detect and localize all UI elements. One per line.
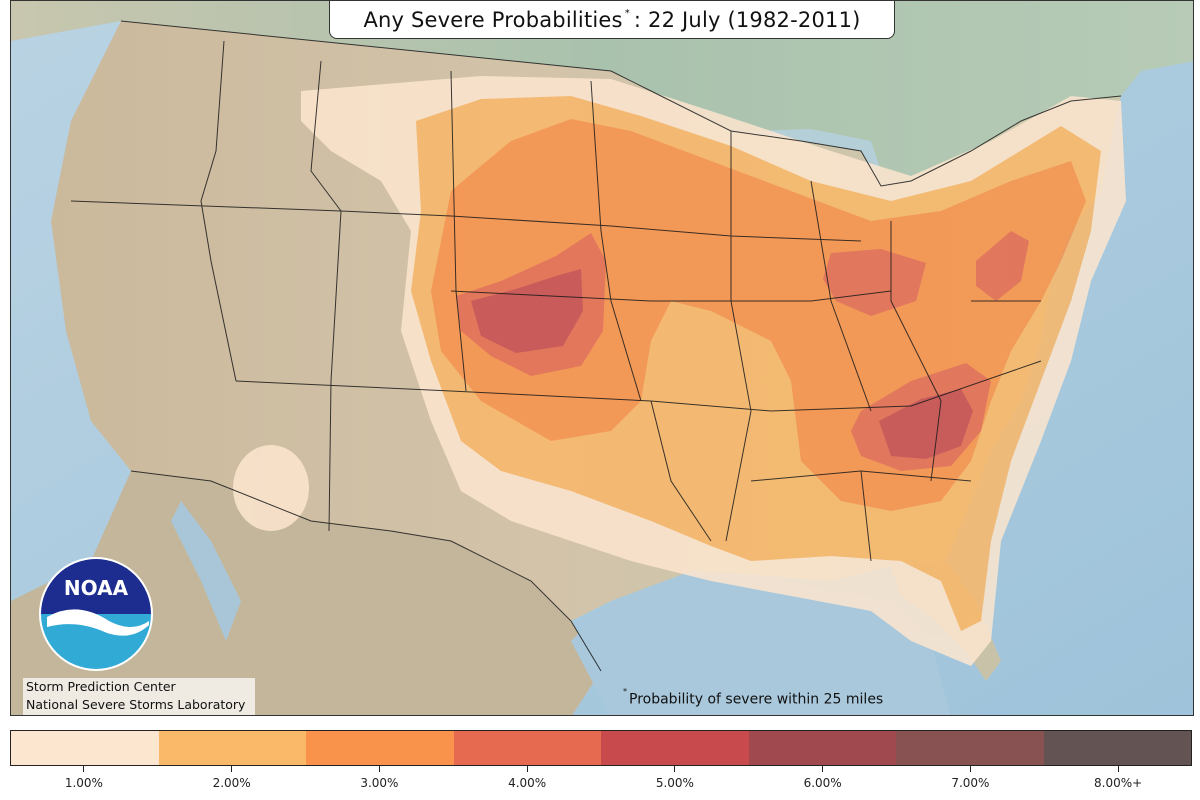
state-borders <box>70 20 1122 672</box>
contour-4pct-va <box>976 231 1029 301</box>
map-panel: Any Severe Probabilities *: 22 July (1982… <box>10 0 1194 716</box>
legend-swatch <box>453 731 601 765</box>
legend-label: 6.00% <box>783 766 863 790</box>
logo-text: NOAA <box>64 576 129 600</box>
map-title: Any Severe Probabilities *: 22 July (1982… <box>329 1 895 39</box>
color-legend <box>10 730 1192 766</box>
footnote: *Probability of severe within 25 miles <box>623 687 884 708</box>
legend-swatch <box>158 731 306 765</box>
legend-label: 4.00% <box>487 766 567 790</box>
credit-line-spc: Storm Prediction Center <box>26 679 176 694</box>
legend-swatch <box>11 731 159 765</box>
legend-label: 5.00% <box>635 766 715 790</box>
legend-label: 3.00% <box>339 766 419 790</box>
legend-swatch <box>896 731 1044 765</box>
legend-swatch <box>748 731 896 765</box>
mexico-land <box>11 471 601 715</box>
legend-label: 1.00% <box>44 766 124 790</box>
legend-swatch <box>601 731 749 765</box>
contour-4pct-ohio <box>823 249 926 316</box>
legend-swatch <box>306 731 454 765</box>
gulf-california <box>171 501 241 641</box>
contour-5pct <box>471 269 583 353</box>
legend-labels: 1.00% 2.00% 3.00% 4.00% 5.00% 6.00% 7.00% 8.00%… <box>10 766 1192 796</box>
probability-map <box>11 1 1193 715</box>
title-date: : 22 July (1982-2011) <box>633 7 861 32</box>
footnote-marker: * <box>623 687 627 696</box>
probability-contours <box>233 76 1126 666</box>
legend-swatch <box>1043 731 1191 765</box>
contour-5pct-se <box>879 389 973 459</box>
noaa-logo: NOAA <box>39 557 153 671</box>
legend-label: 7.00% <box>930 766 1010 790</box>
footnote-text: Probability of severe within 25 miles <box>629 691 884 708</box>
legend-label: 8.00%+ <box>1078 766 1158 790</box>
title-text: Any Severe Probabilities <box>363 7 623 32</box>
contour-1pct-arizona <box>233 445 309 531</box>
credits: Storm Prediction Center National Severe … <box>23 678 255 715</box>
title-marker: * <box>624 8 630 19</box>
legend-label: 2.00% <box>192 766 272 790</box>
credit-line-nssl: National Severe Storms Laboratory <box>26 697 246 712</box>
canada-land <box>11 1 1193 186</box>
